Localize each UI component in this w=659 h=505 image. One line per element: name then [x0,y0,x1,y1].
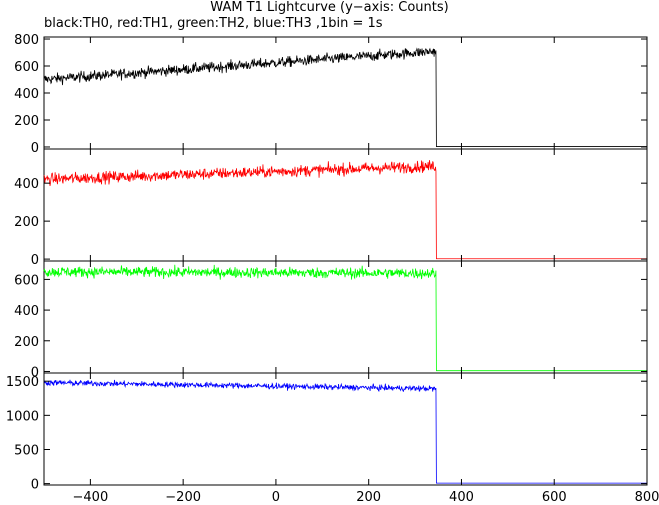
y-tick-label-th0-800: 800 [14,33,39,48]
y-tick-label-th0-600: 600 [14,60,39,75]
y-tick-label-th1-400: 400 [14,177,39,192]
y-tick-label-th2-600: 600 [14,273,39,288]
chart-subtitle: black:TH0, red:TH1, green:TH2, blue:TH3 … [44,16,383,31]
x-tick-label-400: 400 [449,490,474,505]
x-tick-label-0: 0 [272,490,280,505]
x-tick-label--400: −400 [73,490,109,505]
y-tick-label-th1-0: 0 [31,253,39,268]
series-line-th2 [43,264,647,372]
y-tick-label-th1-200: 200 [14,215,39,230]
y-tick-label-th3-500: 500 [14,443,39,458]
y-tick-label-th3-1000: 1000 [6,409,39,424]
y-tick-label-th2-200: 200 [14,335,39,350]
x-tick-label-600: 600 [542,490,567,505]
y-tick-label-th0-0: 0 [31,141,39,156]
series-line-th0 [43,47,647,147]
panel-frame-th3 [43,372,648,486]
chart-title: WAM T1 Lightcurve (y−axis: Counts) [210,0,449,15]
series-line-th1 [43,160,647,260]
y-tick-label-th0-400: 400 [14,87,39,102]
x-tick-label-200: 200 [356,490,381,505]
y-tick-label-th0-200: 200 [14,114,39,129]
series-line-th3 [43,379,647,484]
panel-frame-th2 [43,260,648,374]
panel-frame-th1 [43,148,648,262]
panel-frame-th0 [43,36,648,150]
y-tick-label-th2-400: 400 [14,304,39,319]
y-tick-label-th2-0: 0 [31,365,39,380]
y-tick-label-th3-0: 0 [31,478,39,493]
x-tick-label--200: −200 [165,490,201,505]
x-tick-label-800: 800 [635,490,659,505]
y-tick-label-th3-1500: 1500 [6,375,39,390]
